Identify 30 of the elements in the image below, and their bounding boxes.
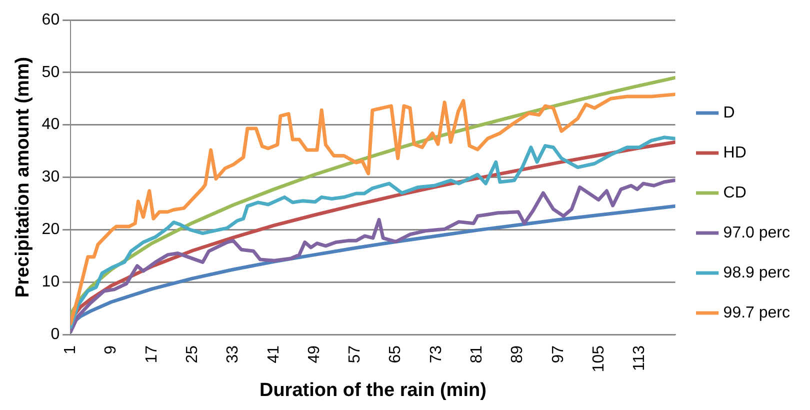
y-tick-label: 10 — [42, 273, 60, 290]
x-tick-label: 113 — [631, 345, 648, 372]
x-tick-label: 1 — [62, 345, 80, 354]
y-tick-label: 40 — [42, 116, 60, 134]
x-tick-label: 49 — [306, 345, 323, 364]
legend-label: CD — [723, 184, 746, 202]
x-tick-label: 65 — [387, 345, 404, 364]
legend-label: 98.9 perc — [723, 264, 790, 282]
legend-label: 99.7 perc — [723, 304, 790, 322]
y-tick-label: 20 — [42, 221, 60, 238]
y-tick-label: 0 — [50, 326, 60, 343]
legend-label: D — [723, 104, 735, 122]
y-tick-label: 50 — [42, 64, 60, 81]
x-tick-label: 81 — [468, 345, 486, 364]
x-tick-label: 105 — [590, 345, 608, 372]
y-tick-label: 60 — [42, 11, 60, 28]
x-tick-label: 89 — [509, 345, 526, 364]
x-axis-title: Duration of the rain (min) — [259, 380, 486, 401]
x-tick-label: 33 — [224, 345, 242, 364]
x-tick-label: 25 — [184, 345, 201, 364]
x-tick-label: 41 — [265, 345, 282, 364]
x-tick-label: 57 — [346, 345, 364, 364]
x-tick-label: 17 — [143, 345, 160, 364]
legend-label: 97.0 perc — [723, 224, 790, 242]
x-tick-label: 9 — [102, 345, 120, 354]
y-axis-title: Precipitation amount (mm) — [12, 56, 34, 298]
x-tick-label: 97 — [550, 345, 567, 364]
x-tick-label: 73 — [428, 345, 445, 364]
legend-label: HD — [723, 144, 746, 162]
y-tick-label: 30 — [42, 168, 60, 186]
